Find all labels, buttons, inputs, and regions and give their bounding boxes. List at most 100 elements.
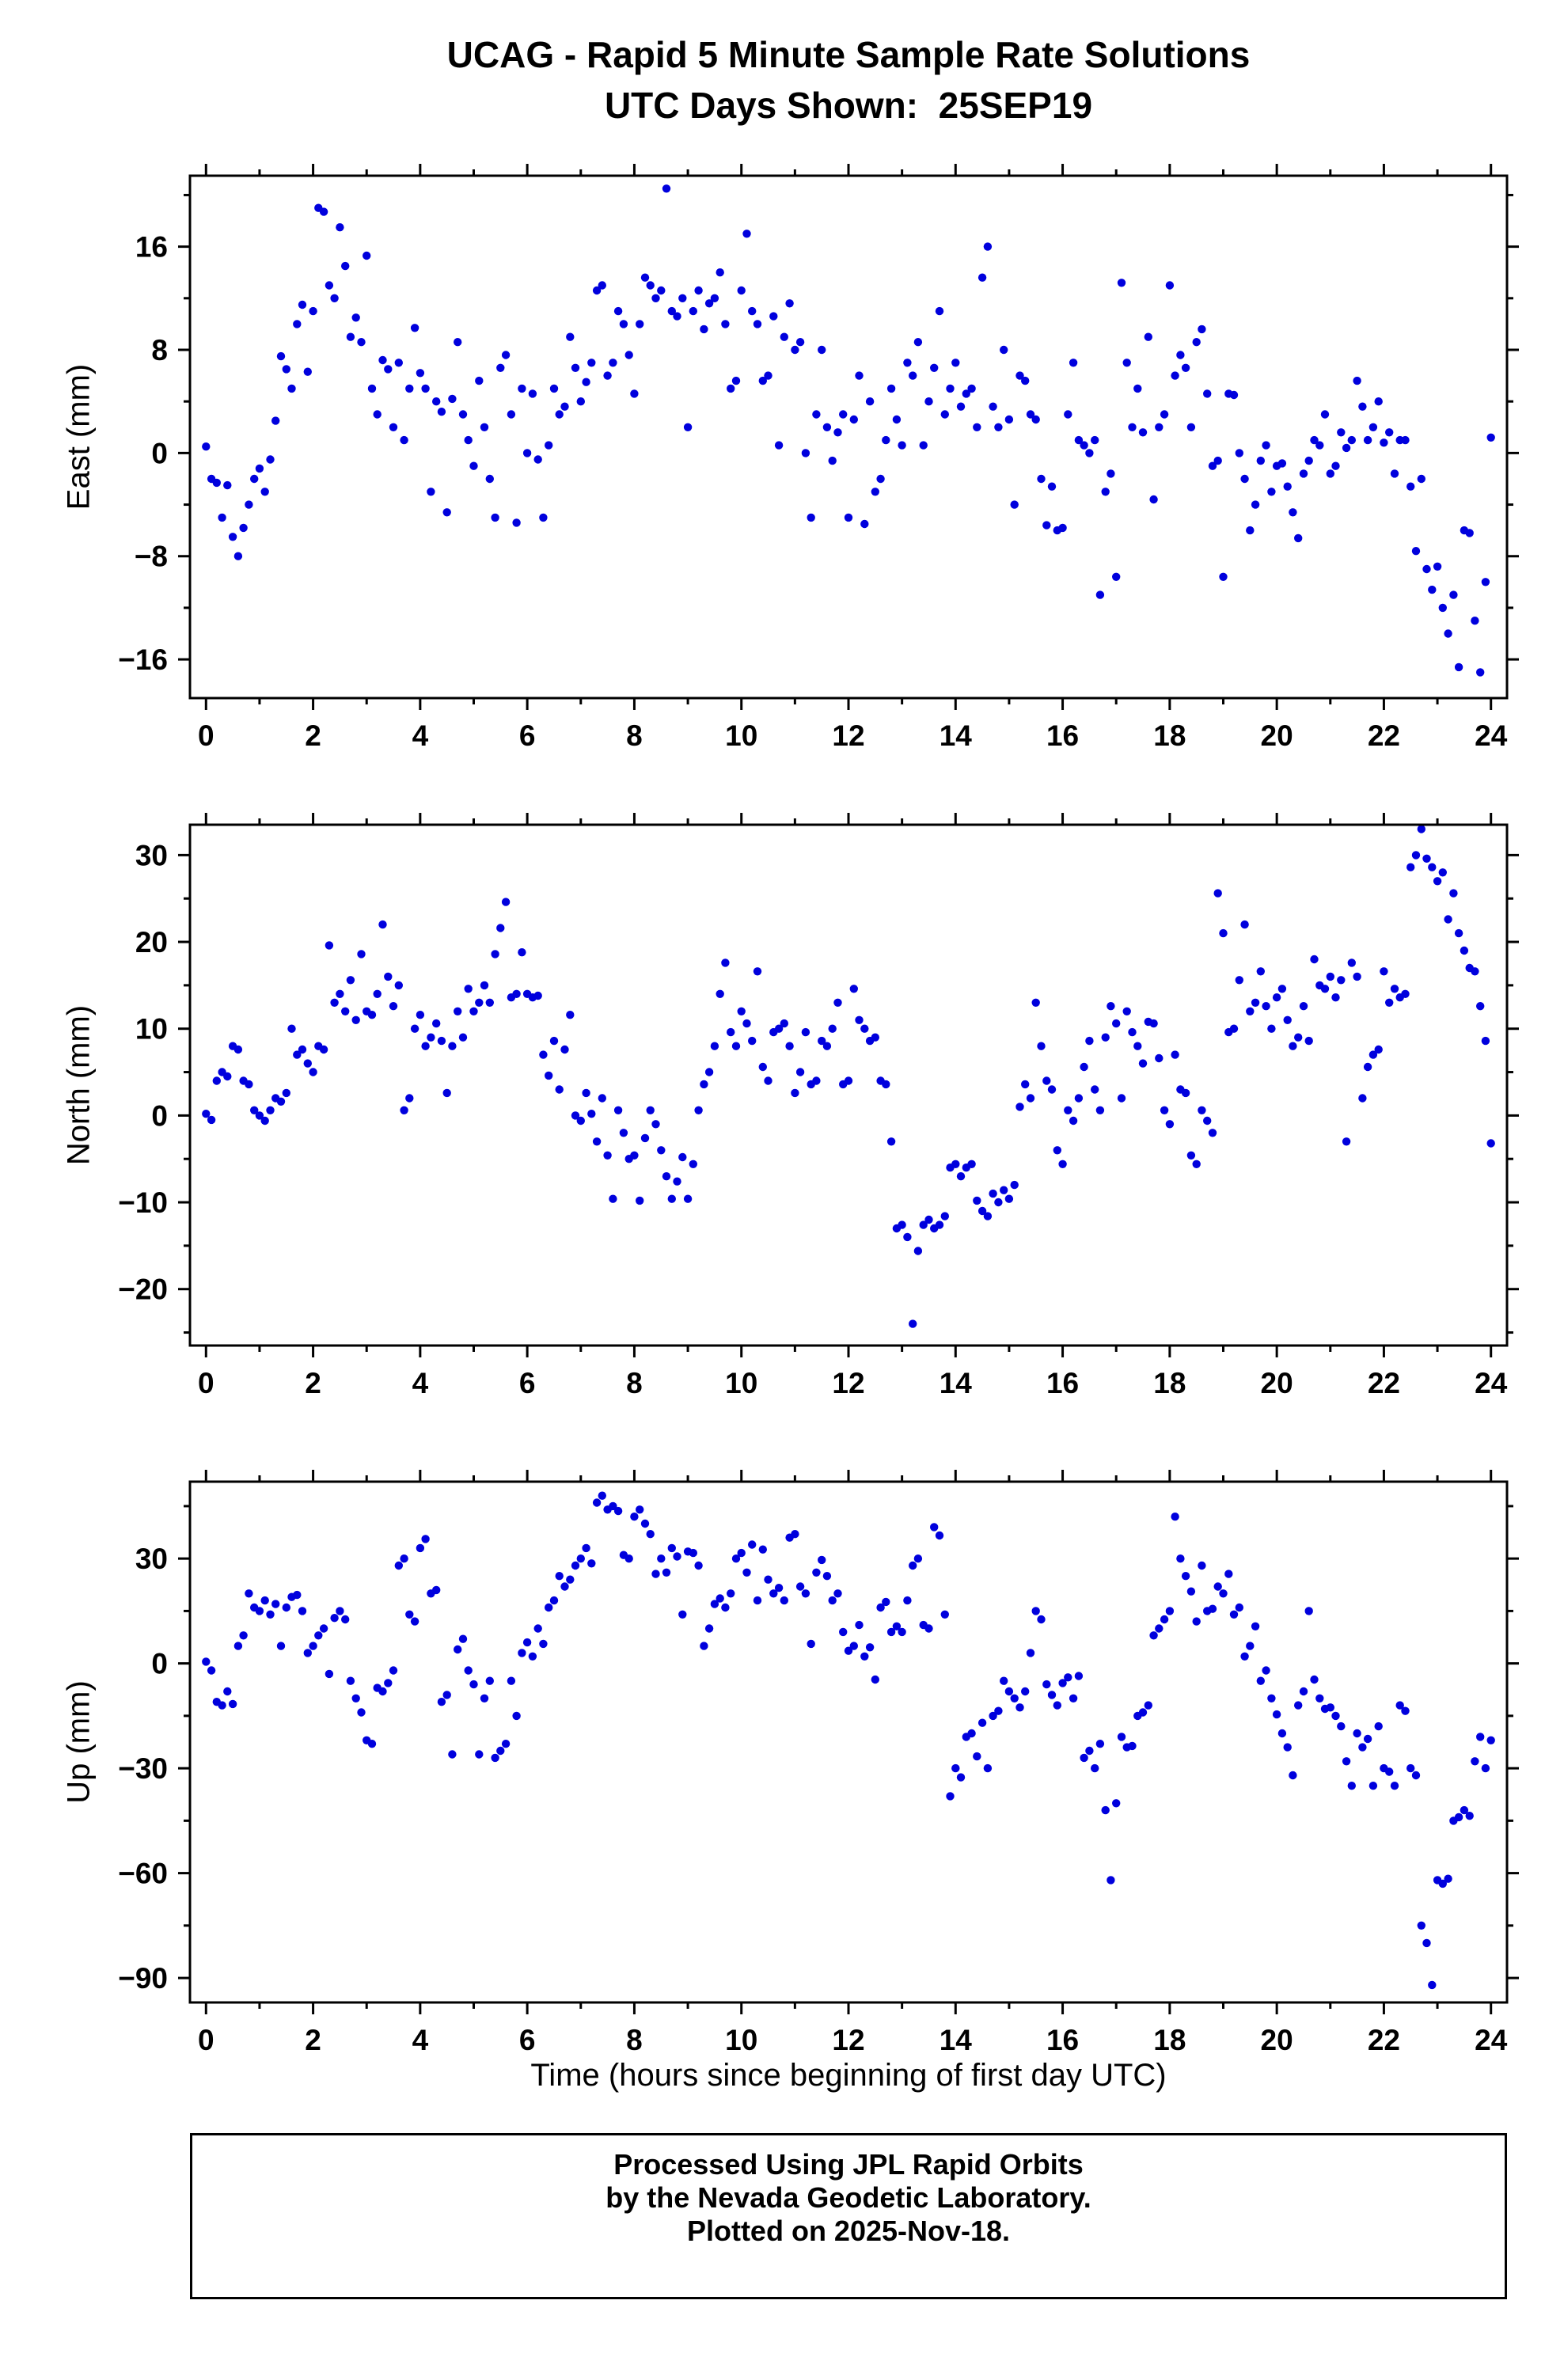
- data-point: [373, 989, 382, 999]
- data-point: [940, 1610, 950, 1619]
- data-point: [1476, 1733, 1485, 1741]
- data-point: [716, 1594, 724, 1603]
- data-point: [839, 410, 848, 419]
- data-point: [314, 1631, 323, 1640]
- data-point: [330, 998, 339, 1008]
- data-point: [1031, 415, 1040, 424]
- east-xtick-label: 24: [1475, 719, 1508, 752]
- data-point: [822, 1042, 832, 1050]
- up-xtick-label: 24: [1475, 2024, 1508, 2056]
- data-point: [587, 1559, 596, 1568]
- data-point: [330, 1614, 339, 1623]
- data-point: [694, 1561, 703, 1570]
- north-data-points: [202, 825, 1495, 1328]
- data-point: [437, 408, 446, 416]
- data-point: [1326, 1703, 1335, 1712]
- east-xtick-label: 12: [832, 719, 864, 752]
- data-point: [924, 397, 933, 406]
- data-point: [1021, 1687, 1030, 1696]
- data-point: [640, 273, 650, 282]
- data-point: [758, 1545, 767, 1554]
- data-point: [1095, 590, 1105, 599]
- data-point: [1368, 1782, 1378, 1790]
- data-point: [1186, 1587, 1196, 1596]
- data-point: [1363, 435, 1372, 445]
- data-point: [1138, 428, 1148, 437]
- data-point: [683, 423, 693, 431]
- data-point: [818, 345, 826, 355]
- data-point: [886, 1627, 896, 1637]
- data-point: [571, 1111, 580, 1120]
- data-point: [336, 989, 344, 999]
- data-point: [212, 1076, 221, 1085]
- data-point: [1246, 1007, 1255, 1016]
- data-point: [1347, 1782, 1357, 1790]
- chart-subtitle: UTC Days Shown: 25SEP19: [604, 85, 1093, 126]
- data-point: [1428, 1980, 1437, 1990]
- data-point: [394, 359, 403, 367]
- east-xtick-label: 18: [1153, 719, 1186, 752]
- east-xtick-label: 16: [1046, 719, 1079, 752]
- data-point: [1047, 1085, 1057, 1094]
- data-point: [1337, 428, 1346, 437]
- data-point: [1122, 359, 1131, 367]
- data-point: [491, 950, 499, 958]
- data-point: [518, 1649, 526, 1657]
- data-point: [1219, 572, 1228, 581]
- data-point: [501, 898, 511, 906]
- east-ytick-label: −8: [135, 541, 168, 573]
- data-point: [325, 1669, 334, 1679]
- data-point: [410, 1024, 419, 1033]
- data-point: [710, 1600, 719, 1608]
- data-point: [464, 1666, 473, 1675]
- data-point: [1181, 1572, 1190, 1581]
- data-point: [384, 1679, 393, 1687]
- east-xtick-label: 4: [412, 719, 429, 752]
- data-point: [1074, 435, 1084, 445]
- data-point: [909, 371, 917, 380]
- data-point: [1272, 993, 1281, 1002]
- data-point: [384, 365, 393, 374]
- data-point: [1203, 389, 1212, 398]
- data-point: [239, 523, 248, 533]
- data-point: [849, 985, 859, 993]
- east-plot-frame: [188, 174, 1509, 700]
- data-point: [598, 281, 606, 290]
- data-point: [1095, 1740, 1105, 1748]
- data-point: [555, 1572, 564, 1581]
- data-point: [1085, 449, 1094, 457]
- data-point: [545, 1603, 553, 1612]
- data-point: [469, 1007, 478, 1016]
- data-point: [373, 410, 382, 419]
- data-point: [1246, 1642, 1255, 1650]
- data-point: [566, 332, 575, 341]
- data-point: [528, 1652, 537, 1661]
- data-point: [1000, 1676, 1008, 1685]
- data-point: [336, 223, 344, 232]
- data-point: [753, 967, 762, 976]
- data-point: [512, 989, 521, 999]
- data-point: [212, 478, 221, 488]
- data-point: [678, 294, 687, 302]
- data-point: [363, 251, 371, 260]
- data-point: [298, 300, 307, 309]
- data-point: [1368, 423, 1378, 431]
- data-point: [293, 320, 302, 328]
- data-point: [1181, 363, 1190, 372]
- data-point: [994, 1706, 1003, 1715]
- data-point: [1251, 998, 1260, 1008]
- data-point: [566, 1575, 575, 1584]
- data-point: [667, 306, 676, 316]
- data-point: [1347, 958, 1357, 967]
- data-point: [651, 1570, 660, 1578]
- data-point: [1229, 1610, 1239, 1619]
- data-point: [1326, 972, 1335, 981]
- data-point: [1267, 1694, 1276, 1702]
- data-point: [1289, 508, 1297, 517]
- data-point: [282, 1603, 290, 1612]
- north-ytick-label: 10: [135, 1013, 168, 1046]
- data-point: [1476, 1002, 1485, 1011]
- data-point: [276, 1097, 286, 1106]
- data-point: [1235, 976, 1244, 985]
